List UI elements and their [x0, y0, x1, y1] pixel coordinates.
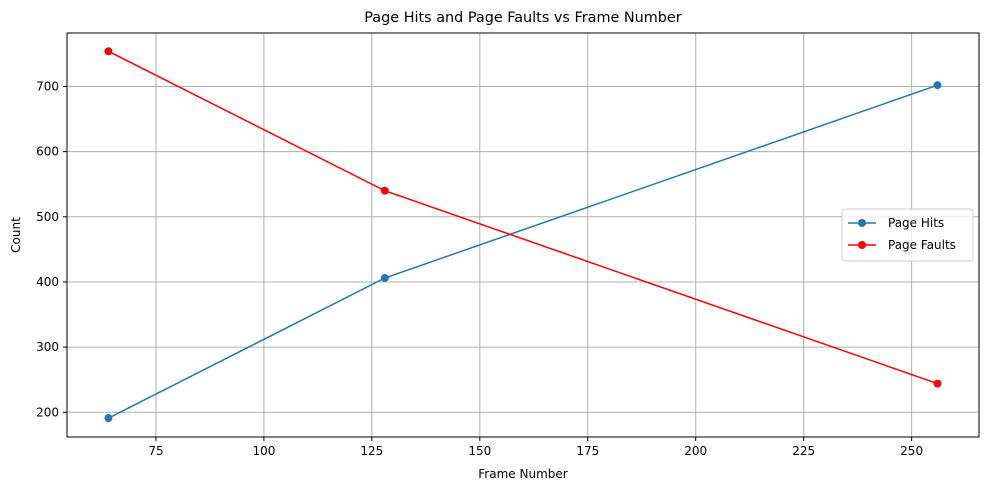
plot-area-frame	[66, 32, 980, 438]
x-axis-label: Frame Number	[478, 467, 567, 481]
x-tick-label: 250	[900, 444, 923, 458]
x-tick-label: 150	[468, 444, 491, 458]
x-tick-label: 100	[252, 444, 275, 458]
series-lines	[104, 47, 942, 423]
data-point-page-faults	[380, 186, 389, 195]
y-tick-label: 700	[36, 79, 59, 93]
x-tick-label: 200	[684, 444, 707, 458]
series-line-page-hits	[108, 84, 938, 419]
data-point-page-hits	[933, 81, 942, 90]
legend-box	[841, 208, 974, 262]
legend: Page Hits Page Faults	[841, 208, 974, 262]
y-tick-label: 600	[36, 145, 59, 159]
data-point-page-faults	[933, 379, 942, 388]
x-tick-label: 175	[576, 444, 599, 458]
data-point-page-faults	[104, 47, 113, 56]
y-tick-label: 400	[36, 275, 59, 289]
x-tick-label: 75	[148, 444, 163, 458]
y-tick-label: 200	[36, 405, 59, 419]
y-tick-label: 500	[36, 210, 59, 224]
axis-ticks: 75 100 125 150 175 200 225 250 200 300 400 500 600 70…	[36, 79, 923, 458]
chart-title: Page Hits and Page Faults vs Frame Numbe…	[364, 10, 682, 26]
legend-marker-page-faults	[858, 241, 866, 249]
x-tick-label: 125	[360, 444, 383, 458]
x-tick-label: 225	[792, 444, 815, 458]
data-point-page-hits	[380, 274, 389, 283]
legend-marker-page-hits	[858, 219, 866, 227]
legend-label-page-hits: Page Hits	[888, 216, 944, 230]
grid	[67, 33, 979, 437]
y-tick-label: 300	[36, 340, 59, 354]
data-point-page-hits	[104, 414, 113, 423]
y-axis-label: Count	[9, 217, 23, 253]
series-line-page-faults	[108, 50, 938, 385]
legend-label-page-faults: Page Faults	[888, 238, 956, 252]
